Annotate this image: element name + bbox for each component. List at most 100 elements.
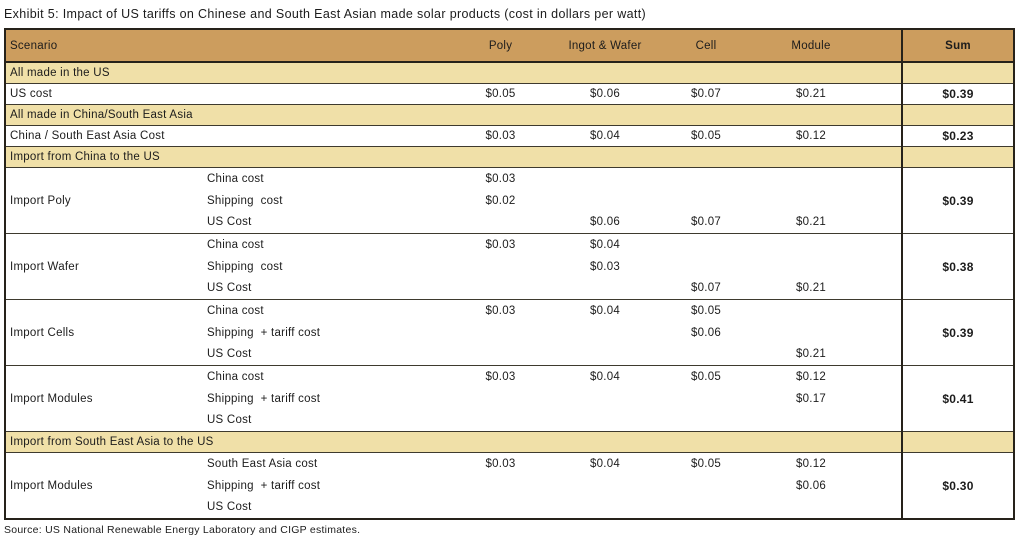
spacer-cell: [866, 365, 903, 388]
cost-value: $0.07: [691, 282, 722, 295]
cost-value: [756, 256, 866, 278]
cost-value: $0.03: [447, 125, 555, 147]
cost-value: $0.05: [656, 299, 757, 322]
cost-value: [756, 410, 866, 432]
column-header-poly: Poly: [447, 29, 555, 63]
sum-value: $0.39: [901, 166, 1015, 234]
group-sub-row: Import Poly China cost $0.03 $0.39: [5, 166, 1015, 234]
group-sub-row: Import Modules South East Asia cost $0.03 $…: [5, 452, 1015, 520]
cost-value: [447, 277, 554, 299]
group-sub-row: Shipping cost $0.03: [5, 256, 1014, 278]
cost-value: $0.06: [554, 83, 657, 105]
spacer-cell: [866, 166, 903, 190]
component-label: Shipping + tariff cost: [207, 326, 321, 339]
component-label: China cost: [205, 299, 448, 322]
cost-value: $0.03: [447, 299, 555, 322]
group-sub-row: US Cost: [5, 410, 1014, 432]
cost-value: $0.03: [447, 452, 555, 475]
spacer-cell: [866, 322, 902, 344]
scenario-group-label: Import Cells: [5, 299, 205, 366]
cost-value: [656, 256, 756, 278]
cost-value: $0.03: [447, 233, 555, 256]
cost-value: [447, 211, 554, 233]
cost-value: [554, 322, 656, 344]
group-sub-row: Shipping cost $0.02: [5, 190, 1014, 212]
cost-value: [756, 233, 867, 256]
cost-value: [656, 344, 756, 366]
column-header-scenario: Scenario: [5, 29, 448, 63]
section-row: Import from South East Asia to the US: [5, 431, 1015, 453]
cost-value: [656, 166, 757, 190]
cost-value: [447, 497, 554, 520]
component-label: Shipping + tariff cost: [207, 479, 321, 492]
table-header: Scenario Poly Ingot & Wafer Cell Module …: [5, 29, 1015, 63]
cost-value: [554, 277, 656, 299]
column-header-sum: Sum: [901, 29, 1015, 63]
cost-value: $0.12: [756, 125, 867, 147]
group-sub-row: US Cost: [5, 497, 1014, 520]
section-label: Import from South East Asia to the US: [5, 431, 903, 453]
sum-value: $0.39: [901, 83, 1015, 105]
sum-value: $0.38: [901, 233, 1015, 300]
cost-value: $0.21: [796, 216, 827, 229]
cost-value: $0.06: [796, 479, 827, 492]
cost-value: [447, 410, 554, 432]
cost-value: [656, 410, 756, 432]
spacer-cell: [866, 211, 902, 233]
component-label: US Cost: [207, 414, 252, 427]
cost-value: $0.17: [796, 392, 827, 405]
cost-value: [756, 299, 867, 322]
cost-value: [447, 344, 554, 366]
component-label: China cost: [205, 233, 448, 256]
scenario-group-label: Import Modules: [5, 365, 205, 432]
spacer-cell: [866, 277, 902, 299]
spacer-cell: [866, 83, 903, 105]
cost-value: $0.06: [691, 326, 722, 339]
group-sub-row: Shipping + tariff cost $0.06: [5, 475, 1014, 497]
cost-value: [656, 190, 756, 212]
cost-value: [554, 475, 656, 497]
cost-value: $0.04: [554, 299, 657, 322]
component-label: US Cost: [207, 501, 252, 514]
cost-value: $0.06: [590, 216, 621, 229]
cost-value: $0.03: [447, 365, 555, 388]
group-sub-row: Import Cells China cost $0.03 $0.04 $0.05 $0.…: [5, 299, 1015, 366]
tariff-table: Scenario Poly Ingot & Wafer Cell Module …: [4, 28, 1016, 521]
cost-value: $0.21: [756, 83, 867, 105]
cost-value: $0.04: [554, 452, 657, 475]
component-label: US Cost: [207, 348, 252, 361]
column-header-ingot-wafer: Ingot & Wafer: [554, 29, 657, 63]
table-body: All made in the US US cost $0.05 $0.06 $0.07…: [5, 61, 1015, 520]
group-sub-row: Shipping + tariff cost $0.17: [5, 388, 1014, 410]
scenario-group-label: Import Poly: [5, 166, 205, 234]
spacer-cell: [866, 497, 902, 520]
scenario-label: China / South East Asia Cost: [5, 125, 448, 147]
cost-value: $0.02: [485, 194, 516, 207]
section-row: All made in the US: [5, 61, 1015, 84]
spacer-cell: [866, 233, 903, 256]
component-label: China cost: [205, 166, 448, 190]
cost-value: [447, 322, 554, 344]
cost-value: $0.21: [796, 348, 827, 361]
column-header-module: Module: [756, 29, 867, 63]
cost-value: [554, 344, 656, 366]
source-note: Source: US National Renewable Energy Lab…: [4, 524, 361, 537]
spacer-cell: [866, 452, 903, 475]
spacer-cell: [866, 410, 902, 432]
section-sum-cell: [901, 146, 1015, 168]
cost-value: [756, 190, 866, 212]
cost-value: [756, 166, 867, 190]
cost-value: [554, 166, 657, 190]
cost-value: $0.12: [756, 452, 867, 475]
sum-value: $0.39: [901, 299, 1015, 366]
spacer-cell: [866, 344, 902, 366]
spacer-cell: [866, 125, 903, 147]
exhibit-page: Exhibit 5: Impact of US tariffs on Chine…: [0, 7, 1017, 540]
cost-value: [656, 388, 756, 410]
cost-value: $0.12: [756, 365, 867, 388]
component-label: Shipping cost: [207, 260, 283, 273]
component-label: Shipping cost: [207, 194, 283, 207]
section-label: Import from China to the US: [5, 146, 903, 168]
section-sum-cell: [901, 431, 1015, 453]
cost-value: $0.07: [691, 216, 722, 229]
